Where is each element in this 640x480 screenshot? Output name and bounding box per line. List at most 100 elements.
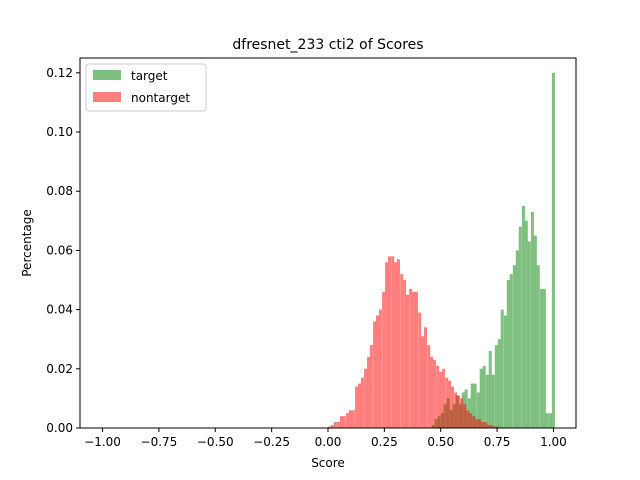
legend-swatch-target xyxy=(93,70,121,80)
x-axis-ticks: −1.00 −0.75 −0.50 −0.25 0.00 0.25 0.50 0.75 1.00 xyxy=(84,428,567,449)
bar-nontarget-29 xyxy=(415,291,419,428)
bar-nontarget-17 xyxy=(378,309,382,428)
bar-nontarget-35 xyxy=(433,359,437,428)
bar-nontarget-6 xyxy=(346,413,350,428)
bar-target-4 xyxy=(443,404,447,428)
bar-nontarget-5 xyxy=(342,416,346,428)
bar-nontarget-14 xyxy=(369,345,373,428)
bar-nontarget-7 xyxy=(348,410,352,428)
y-tick-label: 0.02 xyxy=(46,362,73,376)
bar-nontarget-33 xyxy=(427,345,431,428)
bar-target-29 xyxy=(518,226,522,428)
bar-nontarget-53 xyxy=(487,425,491,428)
y-axis-label: Percentage xyxy=(20,209,34,277)
bar-target-13 xyxy=(470,383,474,428)
bar-nontarget-22 xyxy=(394,262,398,428)
y-tick-label: 0.04 xyxy=(46,303,73,317)
bar-target-21 xyxy=(494,345,498,428)
bar-nontarget-31 xyxy=(421,336,425,428)
bar-nontarget-23 xyxy=(396,259,400,428)
bar-nontarget-12 xyxy=(364,368,368,428)
bar-nontarget-54 xyxy=(490,425,494,428)
bar-nontarget-52 xyxy=(484,422,488,428)
bar-nontarget-20 xyxy=(387,256,391,428)
x-tick-label: 0.75 xyxy=(484,435,511,449)
y-tick-label: 0.08 xyxy=(46,184,73,198)
bar-nontarget-55 xyxy=(493,426,497,428)
bar-target-30 xyxy=(521,206,525,428)
bar-target-31 xyxy=(524,220,528,428)
bar-target-33 xyxy=(530,211,534,428)
bar-nontarget-16 xyxy=(376,315,380,428)
bar-nontarget-42 xyxy=(454,392,458,428)
bar-nontarget-46 xyxy=(466,410,470,428)
y-tick-label: 0.00 xyxy=(46,421,73,435)
bar-nontarget-19 xyxy=(385,262,389,428)
bar-nontarget-49 xyxy=(475,419,479,428)
x-tick-label: 1.00 xyxy=(540,435,567,449)
histogram-bars xyxy=(328,72,555,429)
bar-nontarget-21 xyxy=(391,256,395,428)
bar-nontarget-38 xyxy=(442,368,446,428)
bar-target-28 xyxy=(515,250,519,428)
bar-target-27 xyxy=(512,265,516,428)
bar-nontarget-32 xyxy=(424,327,428,428)
bar-nontarget-47 xyxy=(469,413,473,428)
bar-target-32 xyxy=(527,241,531,428)
x-tick-label: −1.00 xyxy=(84,435,121,449)
bar-target-7 xyxy=(452,404,456,428)
bar-nontarget-28 xyxy=(412,291,416,428)
y-axis-ticks: 0.00 0.02 0.04 0.06 0.08 0.10 0.12 xyxy=(46,66,80,435)
bar-nontarget-44 xyxy=(460,398,464,428)
bar-nontarget-37 xyxy=(439,371,443,428)
bar-target-22 xyxy=(497,339,501,428)
bar-nontarget-51 xyxy=(481,422,485,428)
bar-nontarget-8 xyxy=(351,410,355,428)
bar-target-24 xyxy=(503,315,507,428)
bar-target-36 xyxy=(539,288,543,428)
bar-target-40 xyxy=(551,72,555,429)
x-tick-label: −0.50 xyxy=(197,435,234,449)
bar-target-18 xyxy=(485,374,489,428)
bar-target-17 xyxy=(482,365,486,428)
bar-nontarget-10 xyxy=(357,383,361,428)
bar-target-26 xyxy=(509,274,513,428)
x-tick-label: 0.00 xyxy=(315,435,342,449)
bar-nontarget-27 xyxy=(409,288,413,428)
bar-nontarget-4 xyxy=(339,416,343,428)
bar-nontarget-2 xyxy=(333,422,337,428)
bar-nontarget-50 xyxy=(478,419,482,428)
bar-target-34 xyxy=(533,235,537,428)
y-tick-label: 0.06 xyxy=(46,243,73,257)
x-axis-label: Score xyxy=(311,456,345,470)
bar-nontarget-3 xyxy=(337,422,341,428)
bar-nontarget-24 xyxy=(400,274,404,428)
bar-nontarget-9 xyxy=(355,386,359,428)
bar-nontarget-13 xyxy=(367,356,370,428)
bar-nontarget-43 xyxy=(457,395,461,428)
bar-target-16 xyxy=(479,368,483,428)
bar-nontarget-30 xyxy=(418,312,422,428)
bar-target-20 xyxy=(491,374,495,428)
bar-nontarget-48 xyxy=(472,416,476,428)
bar-nontarget-18 xyxy=(382,291,386,428)
bar-target-14 xyxy=(473,383,477,428)
bar-target-19 xyxy=(488,351,492,428)
x-tick-label: 0.25 xyxy=(371,435,398,449)
bar-nontarget-40 xyxy=(448,380,452,428)
bar-nontarget-25 xyxy=(403,280,407,428)
bar-target-10 xyxy=(461,392,465,428)
bar-target-23 xyxy=(500,309,504,428)
bar-target-37 xyxy=(542,288,546,428)
legend: target nontarget xyxy=(85,63,207,112)
bar-target-39 xyxy=(548,413,552,428)
bar-nontarget-26 xyxy=(406,294,410,428)
x-tick-label: 0.50 xyxy=(427,435,454,449)
x-tick-label: −0.75 xyxy=(141,435,178,449)
bar-nontarget-41 xyxy=(451,386,455,428)
x-tick-label: −0.25 xyxy=(253,435,290,449)
bar-nontarget-36 xyxy=(436,365,440,428)
bar-nontarget-1 xyxy=(330,425,334,428)
bar-target-38 xyxy=(545,413,549,428)
